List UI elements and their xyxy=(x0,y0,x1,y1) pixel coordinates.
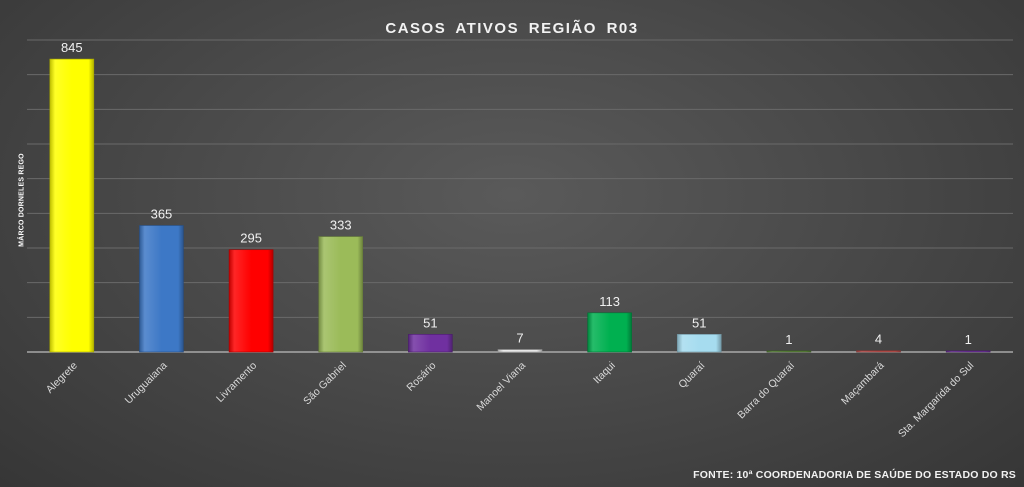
data-label: 333 xyxy=(330,218,352,233)
data-labels: 845 365 295 333 51 7 113 51 1 4 1 xyxy=(61,40,972,347)
category-label: Maçambará xyxy=(839,360,887,408)
category-label: Itaqui xyxy=(591,360,618,387)
bar-manoel-viana xyxy=(497,349,543,353)
data-label: 51 xyxy=(692,315,706,330)
data-label: 1 xyxy=(785,332,792,347)
bar-barra-do-quara- xyxy=(766,350,812,353)
bar-ros-rio xyxy=(408,334,453,353)
category-label: Livramento xyxy=(214,360,259,405)
category-label: Quaraí xyxy=(676,360,707,391)
category-label: Uruguaiana xyxy=(123,360,170,407)
data-label: 1 xyxy=(965,332,972,347)
chart-title: CASOS ATIVOS REGIÃO R03 xyxy=(385,20,639,37)
bar-alegrete xyxy=(49,58,95,353)
bar-s-o-gabriel xyxy=(318,236,364,353)
category-label: Rosário xyxy=(404,360,438,394)
category-label: Barra do Quaraí xyxy=(735,360,797,422)
source-note: FONTE: 10ª COORDENADORIA DE SAÚDE DO EST… xyxy=(693,469,1016,481)
data-label: 845 xyxy=(61,40,83,55)
bar-livramento xyxy=(228,249,274,353)
bar-sta-margarida-do-sul xyxy=(945,350,991,353)
bar-itaqui xyxy=(587,312,632,353)
data-label: 113 xyxy=(599,294,620,309)
category-label: Alegrete xyxy=(44,360,80,396)
category-label: São Gabriel xyxy=(301,360,349,408)
category-label: Sta. Margarida do Sul xyxy=(896,360,976,440)
data-label: 295 xyxy=(240,231,262,246)
category-labels: Alegrete Uruguaiana Livramento São Gabriel R… xyxy=(44,360,977,440)
data-label: 51 xyxy=(423,315,437,330)
bar-uruguaiana xyxy=(139,225,184,353)
data-label: 4 xyxy=(875,332,882,347)
data-label: 7 xyxy=(516,331,523,346)
bars xyxy=(49,58,991,353)
category-label: Manoel Viana xyxy=(474,360,528,414)
bar-quara- xyxy=(676,334,722,353)
bar-ma-ambar- xyxy=(856,350,901,353)
data-label: 365 xyxy=(151,206,173,221)
